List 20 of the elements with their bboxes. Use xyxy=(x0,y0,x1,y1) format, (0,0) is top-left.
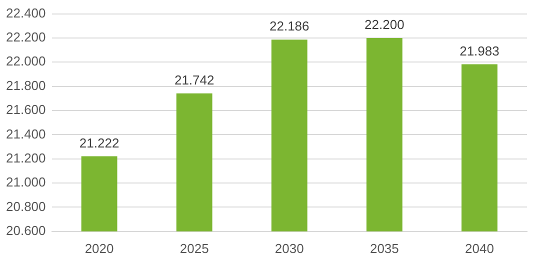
x-tick-label: 2040 xyxy=(465,240,494,256)
data-label: 21.983 xyxy=(460,43,500,58)
y-tick-label: 20.800 xyxy=(6,198,46,214)
y-tick-label: 21.400 xyxy=(6,126,46,142)
data-label: 22.186 xyxy=(270,18,310,34)
y-tick-label: 21.600 xyxy=(6,102,46,118)
y-tick-label: 21.000 xyxy=(6,174,46,190)
data-label: 22.200 xyxy=(364,17,404,32)
y-tick-label: 22.000 xyxy=(6,54,46,69)
data-label: 21.222 xyxy=(79,135,120,150)
y-tick-label: 21.200 xyxy=(6,150,46,166)
x-tick-label: 2030 xyxy=(274,240,304,256)
y-tick-label: 22.200 xyxy=(6,30,46,45)
x-tick-label: 2035 xyxy=(370,240,399,256)
y-tick-label: 22.400 xyxy=(6,5,46,20)
x-tick-label: 2025 xyxy=(180,240,209,256)
y-tick-label: 21.800 xyxy=(6,78,46,93)
data-label: 21.742 xyxy=(174,72,214,88)
x-tick-label: 2020 xyxy=(84,240,114,256)
y-tick-label: 20.600 xyxy=(6,222,46,238)
